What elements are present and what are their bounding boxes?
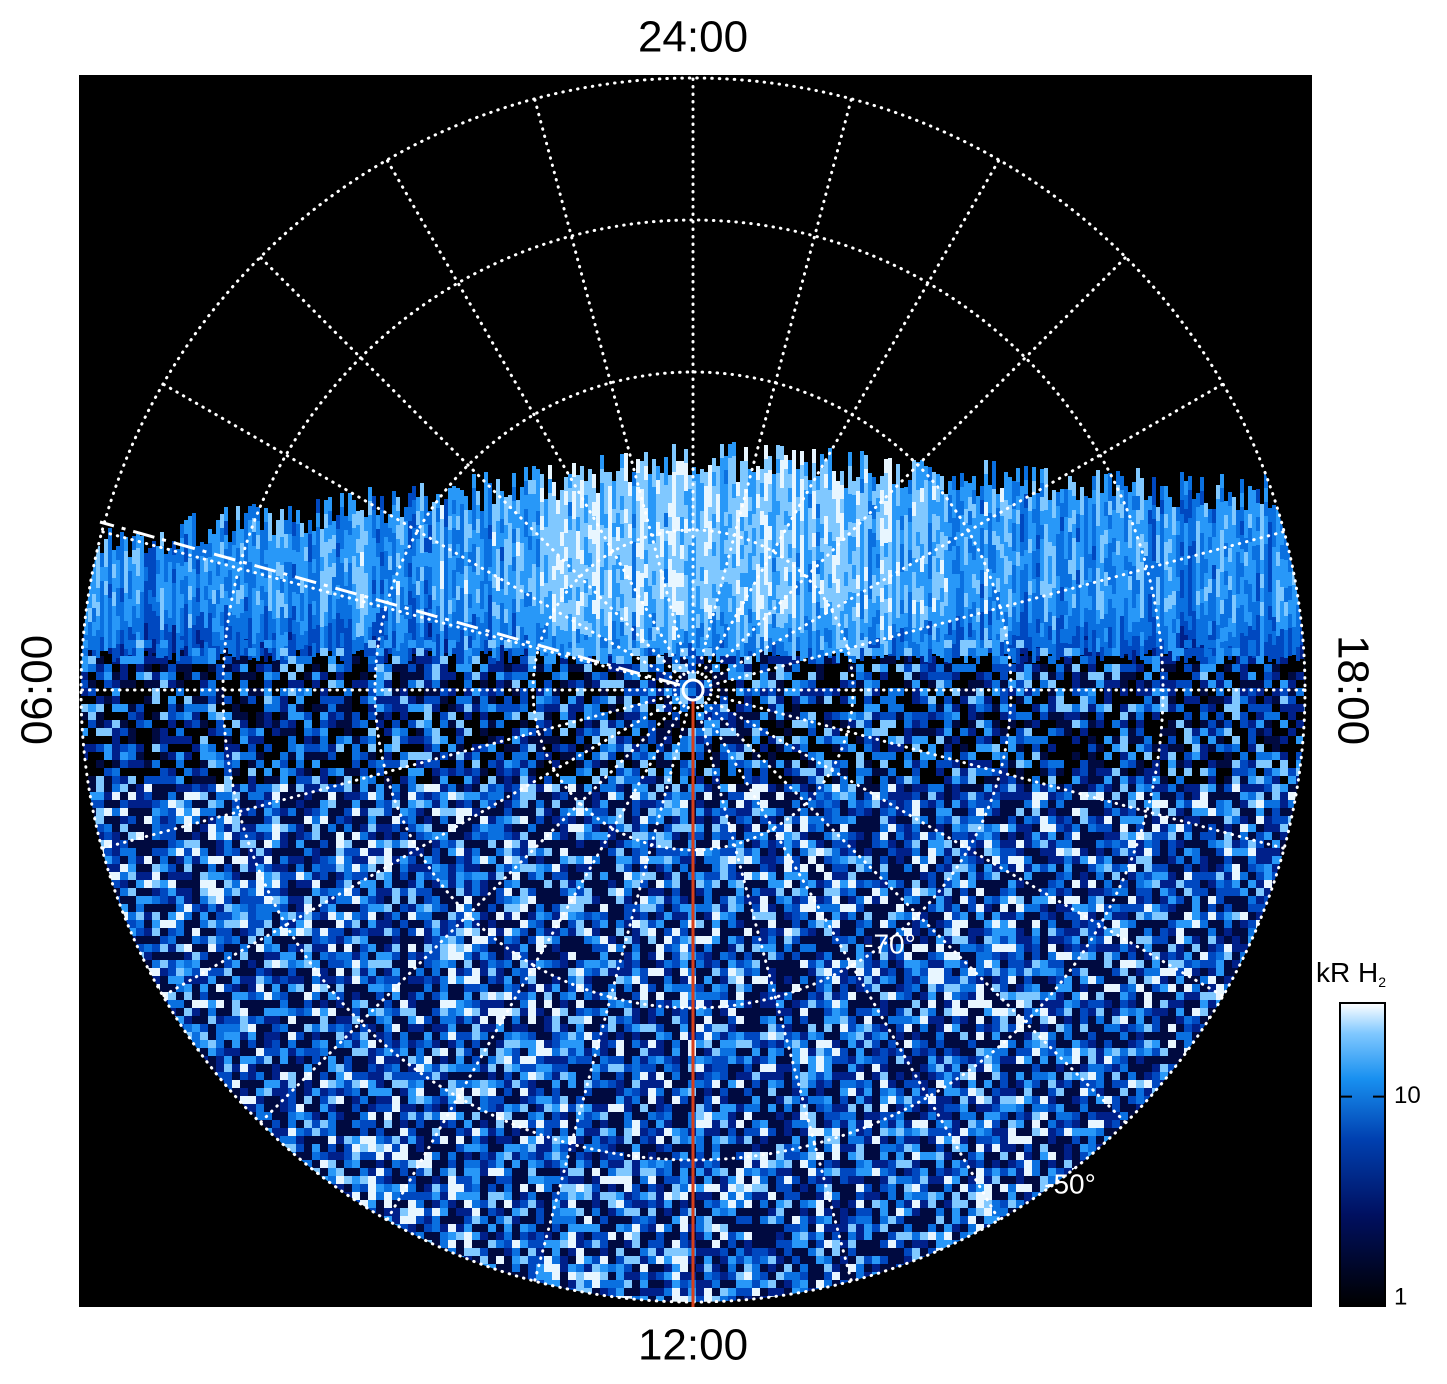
- colorbar-tick-label: 10: [1394, 1082, 1421, 1109]
- aurora-cells: [81, 442, 1305, 1302]
- colorbar-label-subscript: 2: [1378, 974, 1386, 990]
- dashed-line: [99, 520, 681, 687]
- pole-marker: [681, 678, 705, 702]
- meridian: [385, 158, 686, 676]
- aurora-image: [81, 442, 1305, 1302]
- polar-grid: [79, 76, 1307, 1304]
- meridian: [700, 704, 1001, 1222]
- meridian: [708, 693, 1286, 850]
- aurora-cells: [81, 477, 1305, 1302]
- meridian: [700, 158, 1001, 676]
- colorbar-label-main: kR H: [1316, 957, 1378, 988]
- time-label-right: 18:00: [1328, 635, 1377, 745]
- meridian: [533, 705, 690, 1283]
- colorbar-ticks: 1 10: [1340, 1082, 1421, 1310]
- time-label-bottom: 12:00: [638, 1321, 748, 1370]
- meridian: [696, 97, 853, 675]
- colorbar-label: kR H2: [1316, 957, 1386, 989]
- meridian: [707, 697, 1225, 998]
- meridian: [258, 255, 682, 679]
- meridian: [704, 701, 1128, 1125]
- meridian: [258, 701, 682, 1125]
- meridian: [161, 697, 679, 998]
- latitude-label: -70°: [864, 928, 916, 959]
- aurora-cells: [81, 623, 1305, 1302]
- colorbar: [1339, 1002, 1386, 1307]
- meridian: [704, 255, 1128, 679]
- colorbar-tick-label: 1: [1394, 1283, 1407, 1310]
- meridian: [696, 705, 853, 1283]
- meridian: [533, 97, 690, 675]
- meridian: [385, 704, 686, 1222]
- time-label-left: 06:00: [13, 635, 62, 745]
- meridian: [161, 382, 679, 683]
- meridian: [708, 530, 1286, 687]
- meridian: [707, 382, 1225, 683]
- aurora-cells: [81, 444, 1305, 1302]
- time-label-top: 24:00: [638, 13, 748, 62]
- meridian: [100, 530, 678, 687]
- meridian: [100, 693, 678, 850]
- latitude-label: -50°: [1044, 1168, 1096, 1199]
